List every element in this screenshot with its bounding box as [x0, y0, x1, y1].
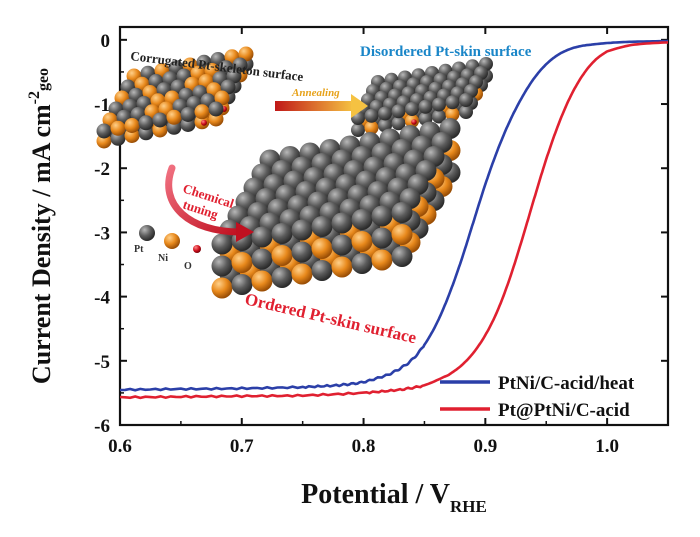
ordered-label: Ordered Pt-skin surface	[243, 289, 419, 347]
ni-atom	[251, 270, 273, 292]
ni-atom	[110, 120, 126, 136]
disordered-label: Disordered Pt-skin surface	[360, 44, 532, 60]
pt-atom	[271, 223, 293, 244]
pt-atom	[138, 115, 154, 131]
series-line-1	[120, 41, 668, 400]
y-tick-label: -4	[94, 288, 110, 309]
ni-atom	[291, 263, 313, 285]
annealing-arrow	[275, 94, 368, 118]
pt-atom	[180, 107, 196, 122]
o-atom	[411, 119, 417, 125]
key-ni-label: Ni	[158, 253, 168, 264]
ni-atom-icon	[164, 233, 180, 249]
x-tick-label: 0.8	[352, 436, 376, 457]
o-atom-icon	[193, 245, 201, 253]
legend-label-0: PtNi/C-acid/heat	[498, 373, 635, 394]
y-tick-label: 0	[101, 31, 111, 52]
ordered-slab-image	[211, 118, 461, 299]
ni-atom	[124, 118, 140, 133]
corrugated-slab-image	[96, 46, 254, 149]
pt-atom	[208, 101, 224, 117]
ni-atom	[166, 109, 182, 125]
key-o-label: O	[184, 261, 192, 272]
pt-atom	[211, 255, 233, 277]
pt-atom	[351, 209, 373, 230]
series-layer	[120, 39, 668, 400]
y-tick-label: -6	[94, 416, 110, 437]
pt-atom	[445, 95, 460, 110]
ni-atom	[331, 256, 353, 278]
pt-atom	[364, 108, 379, 123]
ni-atom	[194, 104, 210, 120]
pt-atom	[391, 246, 413, 267]
legend-label-1: Pt@PtNi/C-acid	[498, 400, 630, 421]
pt-atom	[220, 79, 236, 95]
y-tick-label: -5	[94, 352, 110, 373]
pt-atom	[291, 219, 313, 241]
ni-atom	[311, 238, 333, 259]
ni-atom	[271, 245, 293, 266]
plot-frame	[118, 25, 670, 427]
y-axis-title: Current Density / mA cm-2geo	[26, 68, 56, 384]
annealing-label: Annealing	[291, 87, 340, 99]
pt-atom	[351, 123, 365, 137]
chemical-tuning-arrow	[165, 164, 254, 242]
o-atom	[201, 119, 207, 126]
pt-atom	[351, 253, 373, 274]
pt-atom	[391, 202, 413, 223]
pt-atom	[251, 226, 273, 248]
pt-atom	[271, 267, 293, 288]
surface-structure-illustration: Annealing Chemical tuning Corrugated Pt-…	[96, 44, 532, 347]
ni-atom	[238, 46, 254, 62]
disordered-slab-image	[351, 57, 493, 137]
series-line-0	[120, 39, 668, 392]
key-pt-label: Pt	[134, 244, 144, 255]
x-tick-label: 0.9	[473, 436, 497, 457]
ni-atom	[445, 107, 460, 122]
pt-atom	[378, 106, 392, 121]
ni-atom	[391, 224, 413, 245]
pt-atom	[251, 248, 273, 270]
pt-atom	[371, 227, 393, 249]
pt-atom	[226, 68, 242, 84]
legend: PtNi/C-acid/heat Pt@PtNi/C-acid	[440, 373, 635, 421]
pt-atom	[459, 93, 473, 107]
pt-atom	[391, 104, 406, 119]
ni-atom	[231, 252, 253, 273]
atom-key: Pt Ni O	[134, 225, 201, 272]
pt-atom	[432, 109, 446, 124]
pt-atom	[96, 123, 112, 139]
pt-atom	[432, 97, 446, 112]
pt-atom	[391, 116, 406, 131]
y-tick-label: -2	[94, 159, 110, 180]
pt-atom	[211, 233, 233, 255]
pt-atom	[291, 241, 313, 263]
pt-atom	[232, 57, 248, 73]
pt-atom	[231, 274, 253, 295]
y-tick-label: -1	[94, 95, 110, 116]
ni-atom	[214, 90, 230, 106]
pt-atom	[418, 99, 433, 114]
ni-atom	[371, 249, 393, 271]
pt-atom	[371, 205, 393, 227]
ni-atom	[351, 231, 373, 252]
axis-tick-labels: 0.6 0.7 0.8 0.9 1.0 0 -1 -2 -3 -4 -5 -6	[94, 31, 619, 457]
pt-atom	[459, 105, 473, 119]
x-tick-label: 0.6	[108, 436, 132, 457]
pt-atom-icon	[139, 225, 155, 241]
pt-atom	[311, 260, 333, 281]
x-tick-label: 0.7	[230, 436, 254, 457]
pt-atom	[152, 112, 168, 128]
pt-atom	[311, 216, 333, 237]
ni-atom	[211, 277, 233, 299]
pt-atom	[405, 102, 419, 116]
x-tick-label: 1.0	[595, 436, 619, 457]
pt-atom	[331, 234, 353, 256]
y-tick-label: -3	[94, 223, 110, 244]
ni-atom	[364, 120, 379, 135]
x-axis-title: Potential / VRHE	[301, 479, 487, 516]
pt-atom	[331, 212, 353, 234]
